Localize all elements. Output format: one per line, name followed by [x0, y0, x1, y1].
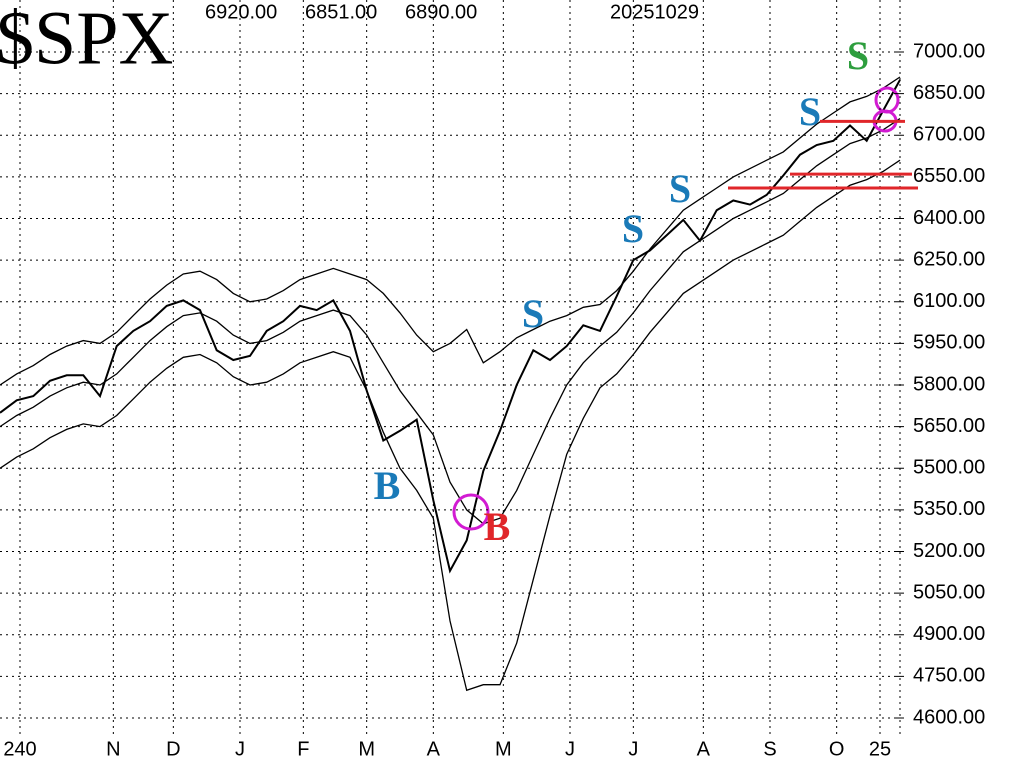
x-tick-label: F: [297, 738, 309, 760]
x-tick-label: D: [166, 738, 180, 760]
x-tick-label: J: [628, 738, 638, 760]
x-tick-label: J: [565, 738, 575, 760]
chart-title: $SPX: [0, 0, 173, 80]
header-high: 6920.00: [205, 1, 277, 23]
signal-label: S: [522, 291, 544, 336]
y-tick-label: 4750.00: [913, 665, 985, 687]
x-tick-label: M: [358, 738, 375, 760]
y-tick-label: 5200.00: [913, 540, 985, 562]
x-tick-label: A: [427, 738, 441, 760]
y-tick-label: 5650.00: [913, 415, 985, 437]
signal-label: S: [847, 33, 869, 78]
x-tick-label: N: [106, 738, 120, 760]
band-line: [0, 118, 901, 525]
y-tick-label: 6850.00: [913, 82, 985, 104]
y-tick-label: 6700.00: [913, 124, 985, 146]
signal-label: B: [374, 463, 401, 508]
header-low: 6851.00: [305, 1, 377, 23]
y-tick-label: 6100.00: [913, 290, 985, 312]
y-tick-label: 6400.00: [913, 207, 985, 229]
signal-label: S: [799, 89, 821, 134]
y-tick-label: 5050.00: [913, 581, 985, 603]
x-tick-label: A: [697, 738, 711, 760]
price-line: [0, 79, 901, 574]
y-tick-label: 4900.00: [913, 623, 985, 645]
signal-label: B: [484, 504, 511, 549]
header-close: 6890.00: [405, 1, 477, 23]
x-tick-label: M: [495, 738, 512, 760]
highlight-circle: [452, 493, 490, 531]
x-tick-label: 240: [3, 738, 36, 760]
signal-label: S: [622, 206, 644, 251]
y-tick-label: 6550.00: [913, 165, 985, 187]
y-tick-label: 4600.00: [913, 706, 985, 728]
y-tick-label: 7000.00: [913, 40, 985, 62]
x-tick-label: O: [829, 738, 845, 760]
y-tick-label: 5800.00: [913, 373, 985, 395]
band-line: [0, 159, 901, 692]
x-tick-label: S: [763, 738, 776, 760]
header-date: 20251029: [610, 1, 699, 23]
y-tick-label: 5350.00: [913, 498, 985, 520]
y-tick-label: 5500.00: [913, 457, 985, 479]
y-tick-label: 5950.00: [913, 332, 985, 354]
x-tick-label: 25: [869, 738, 891, 760]
signal-label: S: [669, 166, 691, 211]
y-tick-label: 6250.00: [913, 248, 985, 270]
x-tick-label: J: [235, 738, 245, 760]
